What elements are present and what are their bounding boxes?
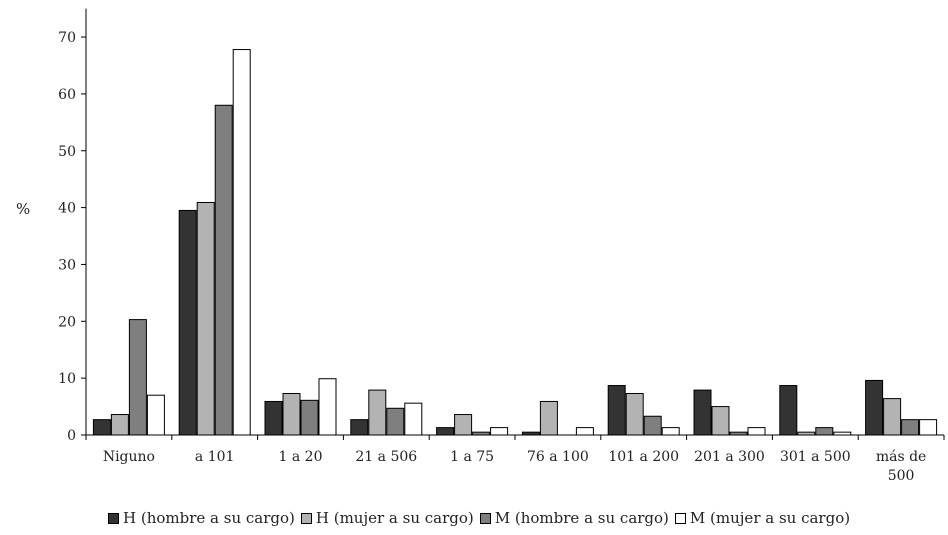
y-tick-label: 30 (58, 257, 76, 273)
bar (196, 201, 215, 436)
legend-item: M (hombre a su cargo) (479, 509, 669, 527)
legend-swatch (108, 512, 119, 524)
bar (490, 427, 509, 436)
bar (300, 399, 319, 436)
y-tick-label: 0 (67, 428, 76, 444)
bar (901, 419, 920, 436)
bar (797, 431, 816, 436)
bar (232, 49, 251, 436)
bar (146, 394, 165, 436)
legend-label: M (hombre a su cargo) (494, 509, 669, 527)
bar (539, 400, 558, 436)
bar (350, 419, 369, 436)
y-axis: 0 10 20 30 40 50 60 70 (58, 8, 87, 444)
legend-swatch (300, 512, 312, 524)
bar (318, 378, 337, 436)
bar (833, 431, 852, 436)
bars (92, 49, 938, 436)
bar (472, 431, 491, 436)
x-tick-label: más de (876, 449, 927, 465)
legend-label: H (mujer a su cargo) (315, 509, 474, 527)
bar (92, 419, 111, 436)
bar (865, 379, 884, 436)
y-tick-label: 20 (58, 314, 76, 330)
bar (436, 427, 455, 436)
bar (110, 414, 129, 436)
bar (454, 414, 473, 436)
bar (919, 419, 938, 436)
bar (282, 392, 301, 436)
bar (729, 431, 748, 436)
bar (575, 427, 594, 436)
x-tick-label: 21 a 506 (355, 449, 417, 465)
bar (747, 427, 766, 436)
bar (625, 392, 644, 436)
x-tick-label: 101 a 200 (608, 449, 679, 465)
legend-item: H (mujer a su cargo) (300, 509, 474, 527)
bar (711, 406, 730, 436)
bar (128, 319, 147, 436)
bar (178, 209, 197, 436)
x-axis: Niguno a 101 1 a 20 21 a 506 1 a 75 76 a 100 1… (85, 434, 945, 484)
legend-swatch (674, 512, 686, 524)
bar (264, 400, 283, 436)
x-tick-label: 500 (888, 468, 915, 484)
y-tick-label: 50 (58, 144, 76, 160)
x-tick-label: Niguno (103, 449, 155, 465)
bar (693, 389, 712, 436)
y-tick-label: 40 (58, 201, 76, 217)
y-tick-label: 70 (58, 30, 76, 46)
bar (643, 415, 662, 436)
x-tick-label: 1 a 75 (450, 449, 494, 465)
y-tick-label: 10 (58, 371, 76, 387)
bar (521, 431, 540, 436)
x-tick-label: a 101 (195, 449, 235, 465)
y-axis-label: % (16, 200, 30, 218)
bar (607, 385, 626, 436)
y-tick-label: 60 (58, 87, 76, 103)
bar (386, 407, 405, 436)
bar (368, 389, 387, 436)
bar (404, 402, 423, 436)
bar (779, 385, 798, 436)
bar (661, 427, 680, 436)
x-tick-label: 201 a 300 (694, 449, 765, 465)
bar (214, 104, 233, 436)
x-tick-label: 301 a 500 (780, 449, 851, 465)
legend-swatch (479, 512, 491, 524)
legend-item: M (mujer a su cargo) (674, 509, 851, 527)
bar (883, 398, 902, 436)
x-tick-label: 1 a 20 (279, 449, 323, 465)
x-tick-label: 76 a 100 (527, 449, 589, 465)
legend-label: H (hombre a su cargo) (123, 509, 295, 527)
legend-label: M (mujer a su cargo) (689, 509, 851, 527)
legend-item: H (hombre a su cargo) (108, 509, 295, 527)
bar-chart: 0 10 20 30 40 50 60 70 Niguno a 101 1 a 20 21 a 50… (16, 8, 945, 484)
bar (815, 427, 834, 436)
legend: H (hombre a su cargo) H (mujer a su cargo… (108, 509, 856, 527)
